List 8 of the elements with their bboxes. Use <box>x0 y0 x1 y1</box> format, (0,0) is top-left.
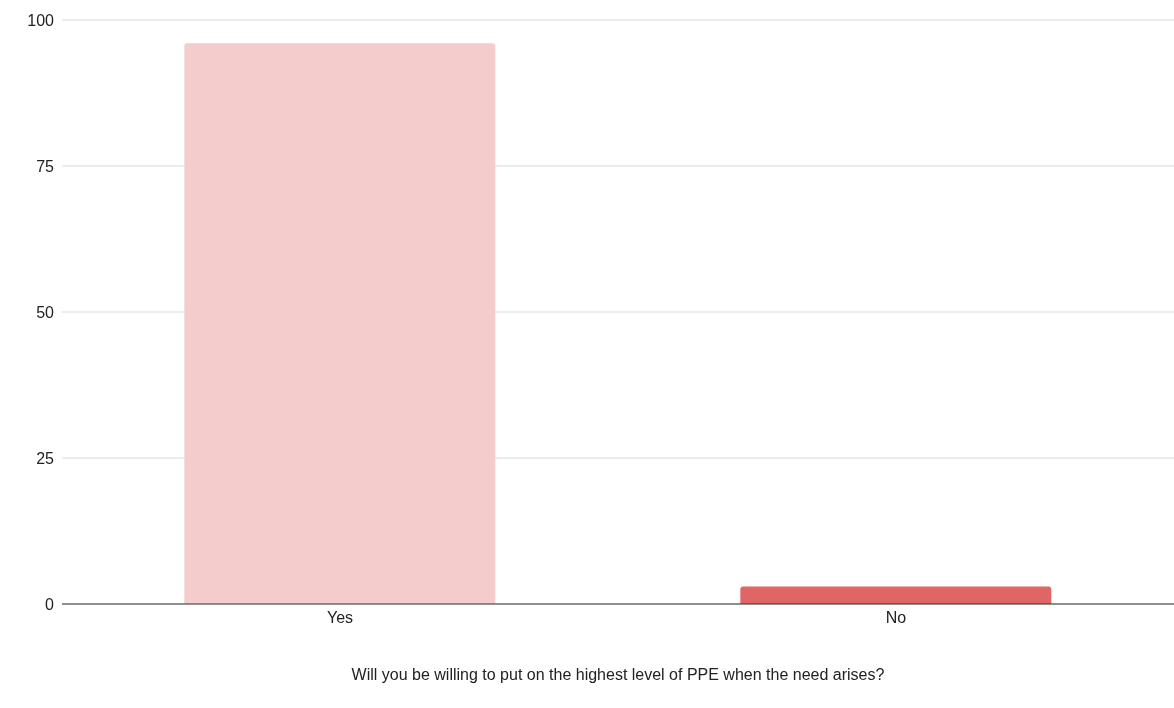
y-tick-label: 25 <box>36 449 55 467</box>
y-tick-label: 75 <box>36 157 55 175</box>
y-tick-label: 100 <box>27 11 55 29</box>
x-tick-label: No <box>885 609 907 627</box>
x-axis-title: Will you be willing to put on the highest level of PPE when the need arises? <box>351 666 885 683</box>
y-tick-label: 0 <box>45 595 55 613</box>
y-tick-label: 50 <box>36 303 55 321</box>
x-tick-label: Yes <box>326 609 354 627</box>
